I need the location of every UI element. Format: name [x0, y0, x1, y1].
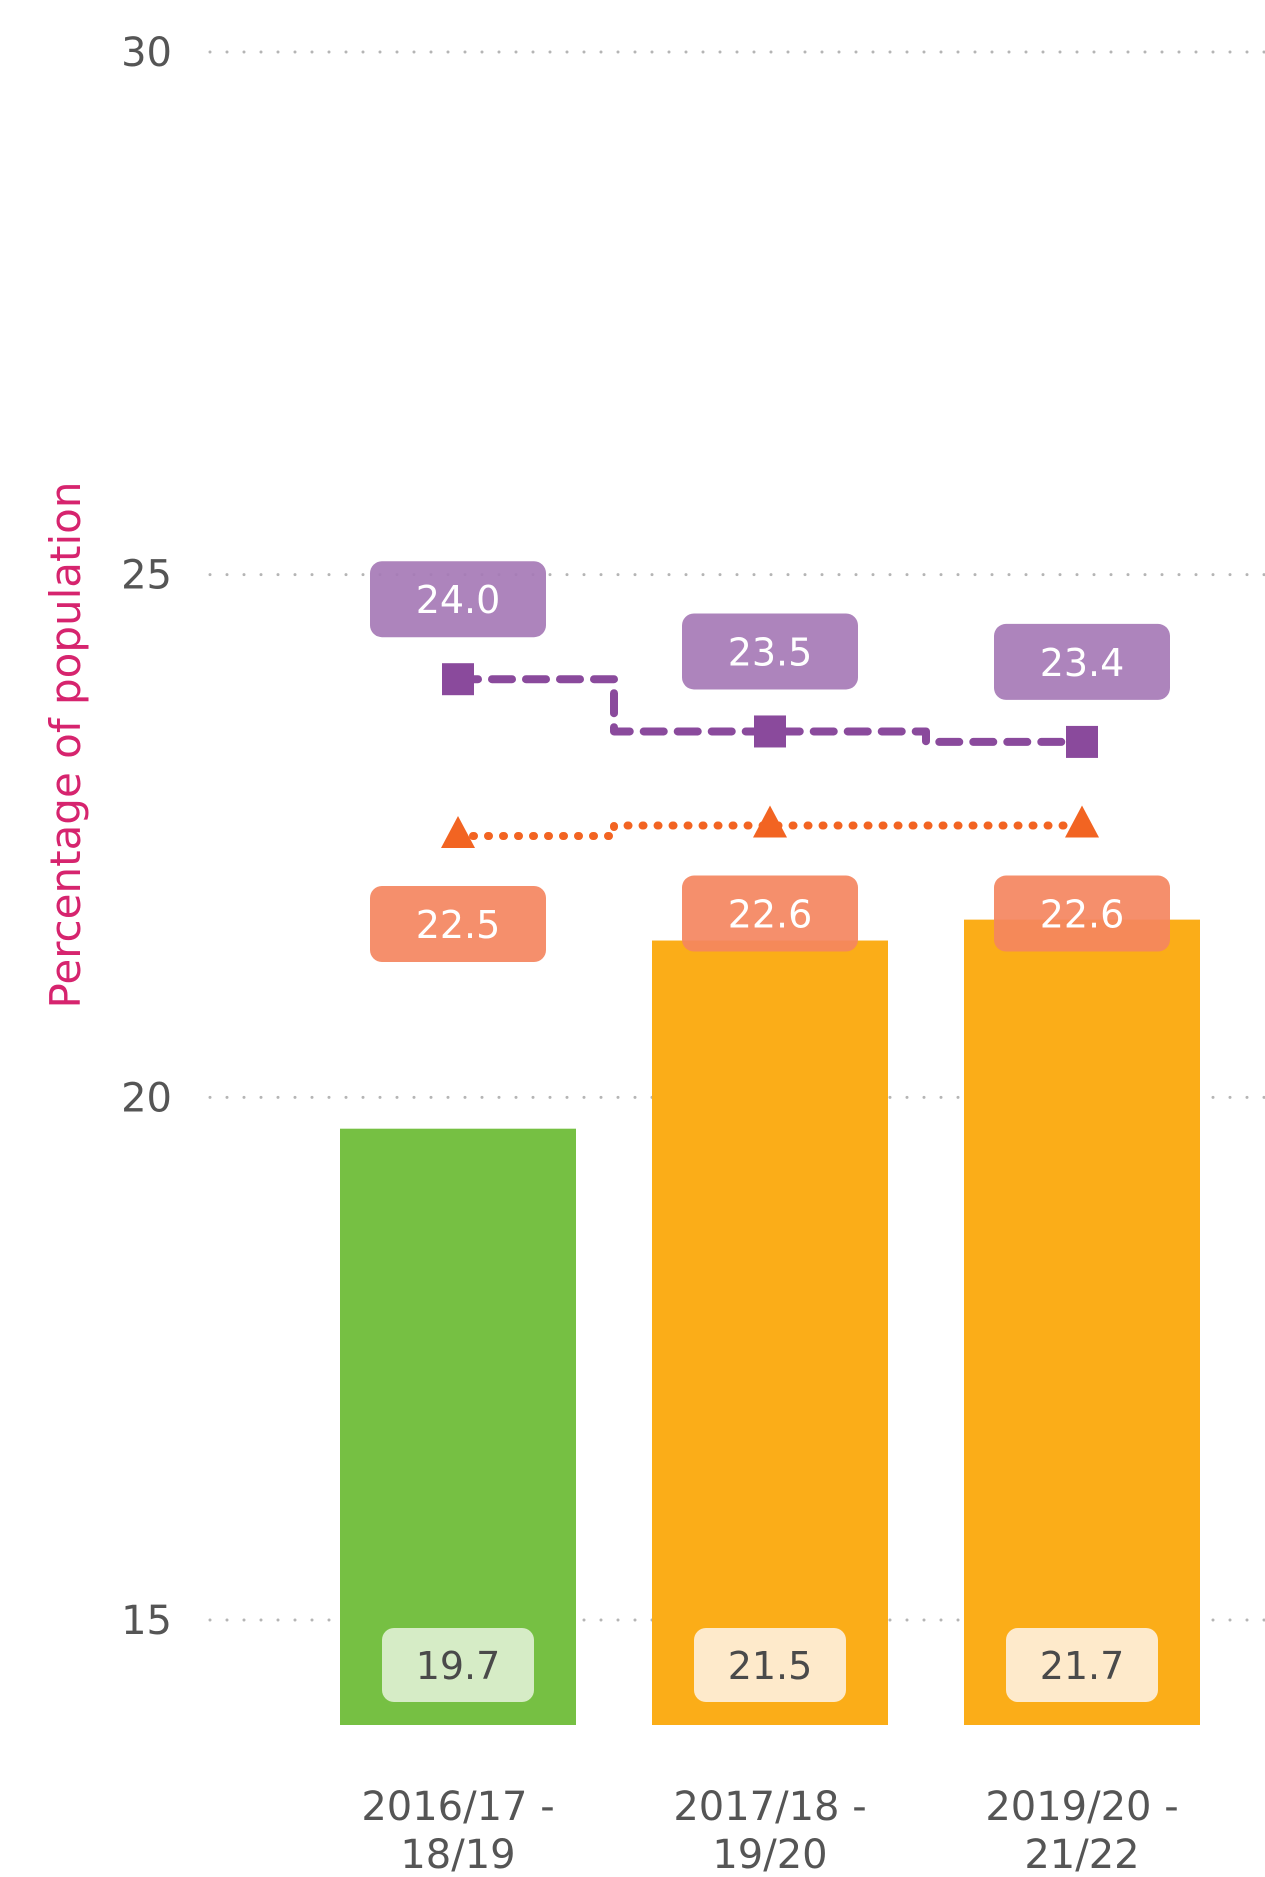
x-tick-label: 21/22 [1024, 1832, 1139, 1872]
series-marker [1065, 805, 1099, 838]
data-label: 22.6 [1040, 893, 1125, 937]
data-label: 23.4 [1040, 641, 1125, 685]
bar-label-box [694, 1628, 846, 1702]
y-tick-label: 30 [121, 30, 172, 76]
bar-label: 21.5 [728, 1644, 813, 1688]
data-label-box [370, 886, 546, 962]
series-line [454, 821, 1086, 840]
data-label: 22.5 [416, 903, 501, 947]
data-label-box [994, 875, 1170, 952]
series-marker [753, 805, 787, 838]
bar [652, 940, 888, 1725]
series-line [454, 675, 1086, 746]
data-label: 24.0 [416, 578, 501, 622]
x-tick-label: 19/20 [712, 1832, 827, 1872]
data-label-box [682, 875, 858, 952]
series-marker [754, 715, 786, 748]
data-label-box [370, 561, 546, 638]
bar-label: 19.7 [416, 1644, 501, 1688]
x-tick-label: 2019/20 - [985, 1784, 1178, 1830]
bar [340, 1128, 576, 1725]
x-tick-label: 2017/18 - [673, 1784, 866, 1830]
bar-label-box [382, 1628, 534, 1702]
series-marker [1066, 725, 1098, 758]
data-label: 23.5 [728, 630, 813, 674]
bar-label-box [1006, 1628, 1158, 1702]
x-tick-label: 2016/17 - [361, 1784, 554, 1830]
y-tick-label: 15 [121, 1598, 172, 1644]
y-axis-label: Percentage of population [41, 482, 90, 1009]
y-tick-label: 25 [121, 553, 172, 599]
data-label-box [994, 623, 1170, 700]
y-tick-label: 20 [121, 1075, 172, 1121]
bar [964, 919, 1200, 1725]
series-marker [441, 816, 475, 848]
x-tick-label: 18/19 [400, 1832, 515, 1872]
data-label: 22.6 [728, 893, 813, 937]
series-marker [442, 663, 474, 696]
bar-label: 21.7 [1040, 1644, 1125, 1688]
data-label-box [682, 613, 858, 690]
